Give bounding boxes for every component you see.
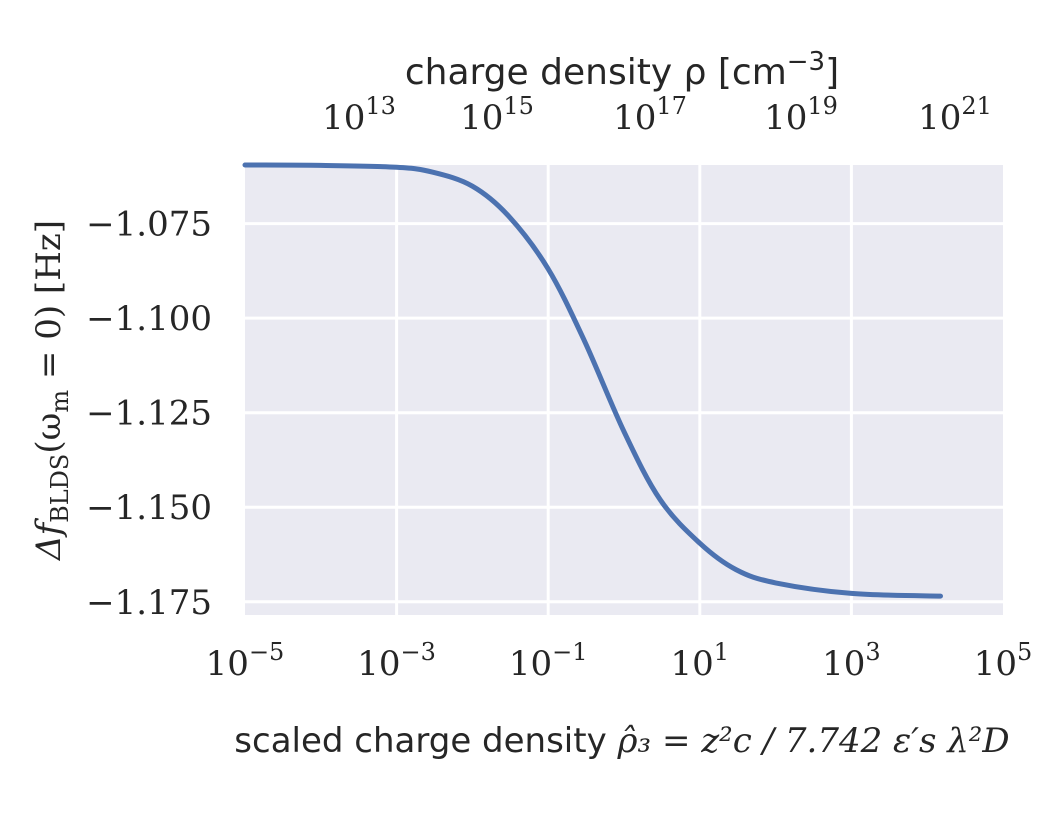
y-axis-ticks: −1.075 −1.100 −1.125 −1.150 −1.175 — [86, 205, 212, 623]
y-tick-label: −1.075 — [86, 205, 212, 245]
y-axis-label: ΔfBLDS(ωm = 0) [Hz] — [29, 220, 74, 562]
grid — [245, 165, 1003, 615]
y-tick-label: −1.125 — [86, 394, 212, 434]
top-tick-label: 1019 — [764, 92, 838, 138]
x-tick-label: 10−3 — [357, 638, 436, 684]
y-tick-label: −1.100 — [86, 299, 212, 339]
x-tick-label: 101 — [671, 638, 730, 684]
plot-area — [245, 165, 1003, 615]
x-axis-ticks: 10−5 10−3 10−1 101 103 105 — [206, 638, 1033, 684]
top-tick-label: 1017 — [613, 92, 687, 138]
top-tick-label: 1021 — [918, 92, 992, 138]
top-axis-label: charge density ρ [cm−3] — [405, 47, 839, 93]
x-tick-label: 10−5 — [206, 638, 285, 684]
series-line — [242, 162, 943, 599]
y-tick-label: −1.175 — [86, 583, 212, 623]
series-layer — [242, 162, 943, 599]
top-tick-label: 1013 — [322, 92, 396, 138]
x-tick-label: 10−1 — [509, 638, 588, 684]
x-tick-label: 105 — [974, 638, 1033, 684]
top-tick-label: 1015 — [460, 92, 534, 138]
x-axis-label: scaled charge density ρ̂₃ = z²c / 7.742 … — [234, 721, 1009, 761]
x-tick-label: 103 — [822, 638, 881, 684]
y-tick-label: −1.150 — [86, 488, 212, 528]
top-axis-ticks: 1013 1015 1017 1019 1021 — [322, 92, 992, 138]
